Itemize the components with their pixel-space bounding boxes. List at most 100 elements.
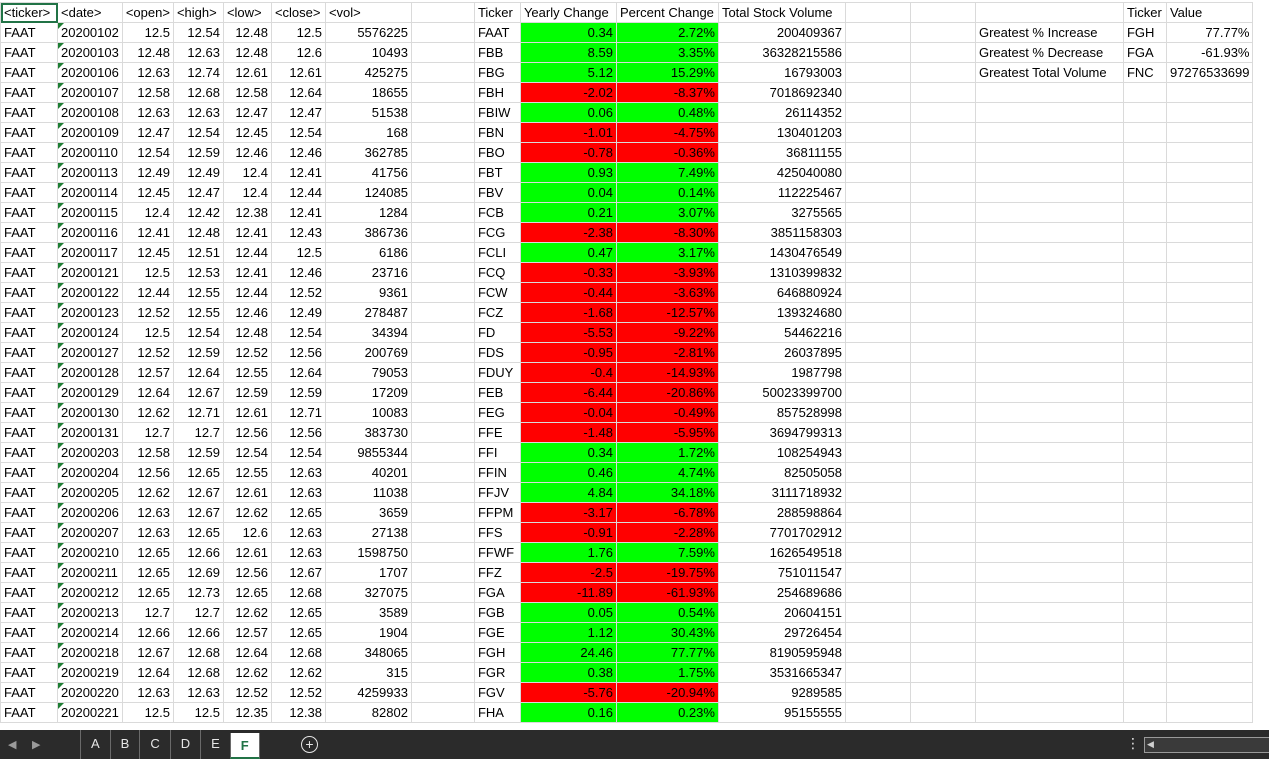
cell-h[interactable] — [410, 422, 475, 443]
cell-a[interactable]: FAAT — [0, 442, 58, 463]
cell-b[interactable]: 20200110 — [57, 142, 123, 163]
cell-c[interactable]: 12.7 — [121, 602, 174, 623]
cell-h[interactable] — [410, 42, 475, 63]
cell-i[interactable]: FFIN — [473, 462, 521, 483]
cell-n[interactable] — [909, 62, 976, 83]
cell-o[interactable] — [974, 542, 1124, 563]
cell-i[interactable]: FEG — [473, 402, 521, 423]
cell-f[interactable]: 12.5 — [270, 22, 326, 43]
cell-l[interactable]: 36811155 — [717, 142, 846, 163]
cell-h[interactable] — [410, 482, 475, 503]
cell-l[interactable]: 26114352 — [717, 102, 846, 123]
cell-g[interactable]: 79053 — [324, 362, 412, 383]
cell-i[interactable]: FGH — [473, 642, 521, 663]
cell-e[interactable]: 12.54 — [222, 442, 272, 463]
cell-q[interactable] — [1165, 562, 1254, 583]
cell-f[interactable]: 12.5 — [270, 242, 326, 263]
cell-q[interactable] — [1165, 82, 1254, 103]
cell-q[interactable] — [1165, 622, 1254, 643]
header-cell-b[interactable]: <date> — [57, 2, 123, 23]
header-cell-m[interactable] — [844, 2, 911, 23]
cell-g[interactable]: 315 — [324, 662, 412, 683]
cell-d[interactable]: 12.68 — [172, 82, 224, 103]
cell-o[interactable] — [974, 422, 1124, 443]
cell-p[interactable] — [1122, 382, 1167, 403]
cell-b[interactable]: 20200108 — [57, 102, 123, 123]
cell-h[interactable] — [410, 62, 475, 83]
cell-n[interactable] — [909, 642, 976, 663]
cell-l[interactable]: 20604151 — [717, 602, 846, 623]
cell-n[interactable] — [909, 402, 976, 423]
cell-a[interactable]: FAAT — [0, 562, 58, 583]
cell-i[interactable]: FBN — [473, 122, 521, 143]
cell-d[interactable]: 12.53 — [172, 262, 224, 283]
cell-p[interactable] — [1122, 522, 1167, 543]
cell-k[interactable]: 1.72% — [615, 442, 719, 463]
cell-a[interactable]: FAAT — [0, 702, 58, 723]
cell-f[interactable]: 12.41 — [270, 162, 326, 183]
cell-c[interactable]: 12.41 — [121, 222, 174, 243]
cell-g[interactable]: 5576225 — [324, 22, 412, 43]
cell-i[interactable]: FFPM — [473, 502, 521, 523]
cell-n[interactable] — [909, 322, 976, 343]
horizontal-scrollbar[interactable] — [1144, 737, 1269, 753]
cell-q[interactable] — [1165, 142, 1254, 163]
cell-g[interactable]: 386736 — [324, 222, 412, 243]
cell-i[interactable]: FCLI — [473, 242, 521, 263]
cell-h[interactable] — [410, 502, 475, 523]
cell-c[interactable]: 12.48 — [121, 42, 174, 63]
cell-d[interactable]: 12.71 — [172, 402, 224, 423]
cell-q[interactable] — [1165, 602, 1254, 623]
cell-h[interactable] — [410, 642, 475, 663]
cell-o[interactable] — [974, 222, 1124, 243]
cell-a[interactable]: FAAT — [0, 322, 58, 343]
cell-a[interactable]: FAAT — [0, 42, 58, 63]
cell-j[interactable]: 1.12 — [519, 622, 617, 643]
cell-o[interactable] — [974, 622, 1124, 643]
cell-c[interactable]: 12.63 — [121, 522, 174, 543]
cell-p[interactable] — [1122, 122, 1167, 143]
cell-d[interactable]: 12.66 — [172, 622, 224, 643]
cell-k[interactable]: 34.18% — [615, 482, 719, 503]
cell-a[interactable]: FAAT — [0, 362, 58, 383]
cell-q[interactable] — [1165, 582, 1254, 603]
cell-g[interactable]: 82802 — [324, 702, 412, 723]
cell-n[interactable] — [909, 702, 976, 723]
cell-m[interactable] — [844, 442, 911, 463]
cell-k[interactable]: -9.22% — [615, 322, 719, 343]
cell-c[interactable]: 12.5 — [121, 22, 174, 43]
cell-l[interactable]: 16793003 — [717, 62, 846, 83]
cell-m[interactable] — [844, 22, 911, 43]
cell-d[interactable]: 12.7 — [172, 422, 224, 443]
cell-o[interactable] — [974, 162, 1124, 183]
cell-g[interactable]: 278487 — [324, 302, 412, 323]
cell-e[interactable]: 12.44 — [222, 282, 272, 303]
cell-d[interactable]: 12.67 — [172, 502, 224, 523]
cell-i[interactable]: FBO — [473, 142, 521, 163]
cell-g[interactable]: 200769 — [324, 342, 412, 363]
cell-n[interactable] — [909, 522, 976, 543]
cell-m[interactable] — [844, 482, 911, 503]
cell-i[interactable]: FDUY — [473, 362, 521, 383]
cell-j[interactable]: 0.06 — [519, 102, 617, 123]
cell-h[interactable] — [410, 162, 475, 183]
cell-i[interactable]: FGV — [473, 682, 521, 703]
cell-o[interactable] — [974, 602, 1124, 623]
tab-d[interactable]: D — [169, 730, 200, 759]
cell-e[interactable]: 12.57 — [222, 622, 272, 643]
cell-a[interactable]: FAAT — [0, 122, 58, 143]
cell-c[interactable]: 12.58 — [121, 442, 174, 463]
spreadsheet-grid[interactable]: <ticker> <date> <open> <high> <low> <close> <v… — [0, 0, 1269, 730]
cell-m[interactable] — [844, 542, 911, 563]
cell-f[interactable]: 12.44 — [270, 182, 326, 203]
cell-c[interactable]: 12.63 — [121, 102, 174, 123]
header-cell-d[interactable]: <high> — [172, 2, 224, 23]
cell-b[interactable]: 20200211 — [57, 562, 123, 583]
cell-o[interactable]: Greatest Total Volume — [974, 62, 1124, 83]
cell-f[interactable]: 12.56 — [270, 342, 326, 363]
cell-j[interactable]: -1.68 — [519, 302, 617, 323]
cell-g[interactable]: 1904 — [324, 622, 412, 643]
cell-l[interactable]: 288598864 — [717, 502, 846, 523]
cell-d[interactable]: 12.63 — [172, 102, 224, 123]
cell-k[interactable]: -0.36% — [615, 142, 719, 163]
